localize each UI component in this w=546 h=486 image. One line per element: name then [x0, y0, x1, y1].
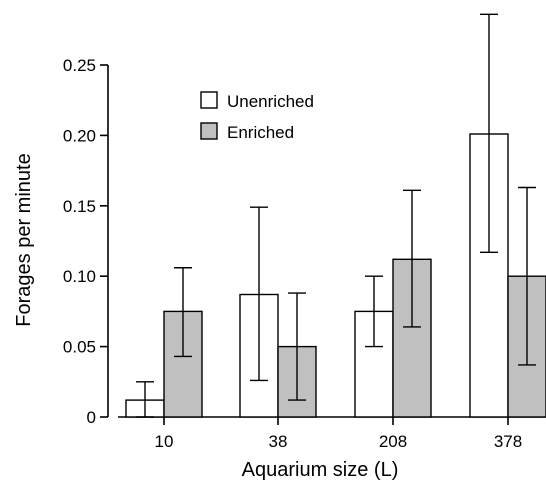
x-tick-label: 378	[494, 432, 522, 451]
y-tick-label: 0	[87, 408, 96, 427]
legend: Unenriched Enriched	[200, 91, 314, 142]
legend-swatch	[200, 122, 218, 140]
bars	[125, 133, 546, 418]
legend-swatch	[200, 91, 218, 109]
y-tick-label: 0.05	[63, 338, 96, 357]
y-tick-label: 0.10	[63, 267, 96, 286]
legend-label: Unenriched	[227, 92, 314, 111]
error-bars	[136, 13, 536, 418]
x-axis: 10 38 208 378	[118, 416, 546, 451]
legend-label: Enriched	[227, 123, 294, 142]
y-tick-label: 0.20	[63, 126, 96, 145]
x-tick-label: 208	[379, 432, 407, 451]
y-tick-label: 0.15	[63, 197, 96, 216]
x-tick-label: 10	[155, 432, 174, 451]
y-tick-label: 0.25	[63, 56, 96, 75]
y-axis: 0 0.05 0.10 0.15 0.20 0.25	[63, 56, 109, 427]
y-axis-title: Forages per minute	[13, 153, 35, 326]
x-tick-label: 38	[269, 432, 288, 451]
x-axis-title: Aquarium size (L)	[242, 459, 399, 481]
